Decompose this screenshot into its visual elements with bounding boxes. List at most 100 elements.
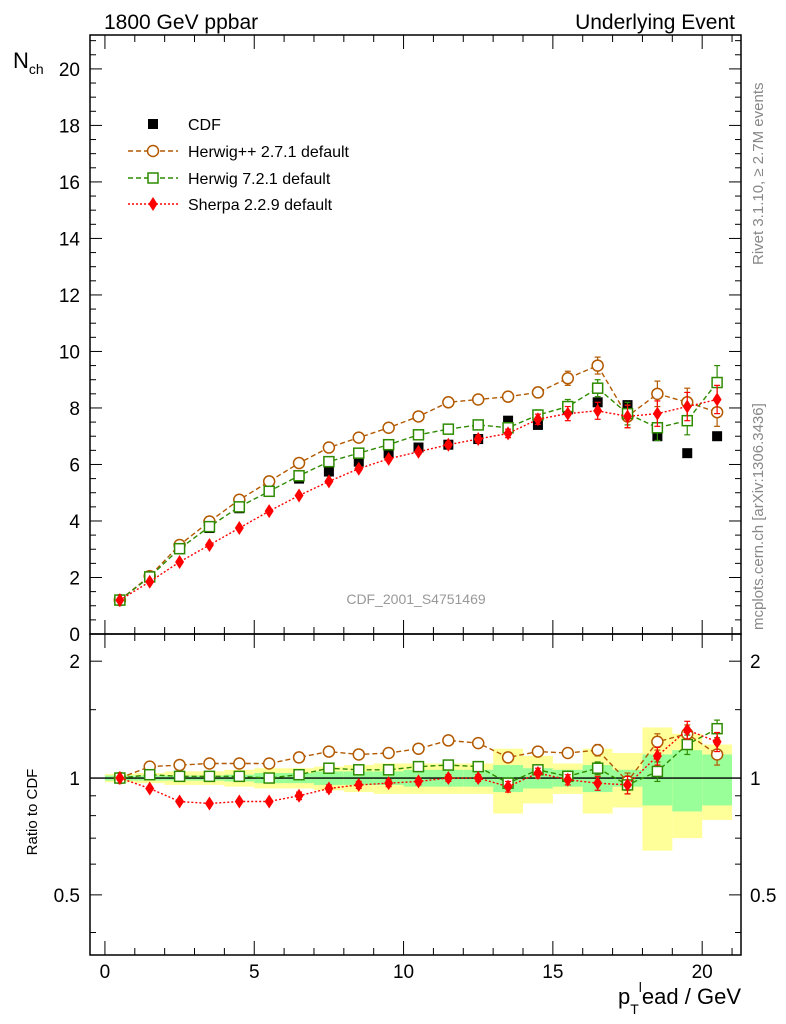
ratio-herwig7-point xyxy=(233,770,246,783)
ratio-sherpa-point xyxy=(264,794,274,809)
ratio-sherpa-point xyxy=(712,734,722,749)
main-herwig7-point xyxy=(442,423,455,435)
main-cdf-point xyxy=(712,431,723,442)
main-panel: 0 2 4 6 8 10 12 14 16 18 20 xyxy=(59,34,742,646)
ratio-herwigpp-point xyxy=(471,736,485,750)
main-y-tick-label: 12 xyxy=(59,286,80,307)
main-y-tick-label: 10 xyxy=(59,342,80,363)
ratio-sherpa-point xyxy=(652,748,662,763)
ratio-herwig7-point xyxy=(412,760,425,773)
main-herwig7-point xyxy=(472,419,484,431)
main-y-axis-label: Nch xyxy=(13,48,44,77)
ratio-sherpa-point xyxy=(473,771,483,786)
ratio-frame xyxy=(89,633,742,956)
ratio-sherpa-point xyxy=(115,771,125,786)
ratio-sherpa-point xyxy=(503,779,513,794)
main-sherpa-point xyxy=(473,432,483,447)
ratio-herwigpp-point xyxy=(561,746,575,760)
main-herwigpp-point xyxy=(412,410,425,423)
ratio-sherpa-point xyxy=(175,794,185,809)
main-sherpa-point xyxy=(145,574,155,589)
ratio-herwig7-point xyxy=(472,760,484,773)
main-herwig7-point xyxy=(293,470,305,482)
main-sherpa-point xyxy=(324,474,334,489)
main-sherpa-point xyxy=(443,437,453,452)
main-sherpa-point xyxy=(294,488,304,503)
legend-herwig7-marker xyxy=(147,172,159,184)
legend-herwigpp-marker xyxy=(146,144,160,158)
ratio-sherpa-point xyxy=(413,774,423,789)
ratio-herwig7-point xyxy=(203,770,216,783)
ratio-herwigpp-point xyxy=(531,745,545,758)
ratio-herwigpp-point xyxy=(233,757,246,770)
x-axis-label: pTlead / GeV xyxy=(618,979,741,1017)
ratio-y-tick-label: 2 xyxy=(69,652,80,673)
ratio-herwigpp-point xyxy=(442,734,455,747)
main-sherpa-point xyxy=(563,406,573,421)
ratio-herwig7-point xyxy=(591,762,604,774)
ratio-herwig7-point xyxy=(442,759,455,771)
ratio-sherpa-point xyxy=(443,771,453,786)
main-cdf-point xyxy=(682,448,693,459)
ratio-axes: 0 5 10 15 20 0.5 0.5 1 1 2 2 xyxy=(54,634,776,983)
ratio-sherpa-point xyxy=(294,788,304,803)
rivet-version-label: Rivet 3.1.10, ≥ 2.7M events xyxy=(750,83,767,266)
ratio-sherpa-point xyxy=(533,766,543,781)
ratio-herwig7-point xyxy=(651,765,664,778)
main-plot-area xyxy=(113,356,724,608)
main-y-tick-label: 18 xyxy=(59,116,80,137)
main-herwigpp-point xyxy=(591,359,604,372)
ratio-herwigpp-point xyxy=(352,748,366,761)
ratio-y-tick-label-right: 0.5 xyxy=(750,886,776,907)
ratio-sherpa-point xyxy=(623,777,633,792)
ratio-sherpa-point xyxy=(204,796,214,811)
main-herwigpp-point xyxy=(651,387,664,401)
ratio-herwigpp-line xyxy=(119,733,718,783)
legend: CDF Herwig++ 2.7.1 default Herwig 7.2.1 de… xyxy=(128,117,350,214)
ratio-sherpa-point xyxy=(145,781,155,796)
main-herwigpp-point xyxy=(501,390,515,403)
x-tick-label: 0 xyxy=(100,962,111,983)
main-cdf-point xyxy=(503,415,514,426)
main-sherpa-line xyxy=(119,398,718,601)
ratio-herwigpp-point xyxy=(173,758,186,772)
header-right-title: Underlying Event xyxy=(575,11,735,34)
main-herwigpp-point xyxy=(322,441,336,454)
main-cdf-point xyxy=(323,466,334,477)
main-sherpa-point xyxy=(175,554,185,569)
main-herwig7-point xyxy=(412,429,425,441)
legend-sherpa-marker xyxy=(148,197,158,211)
ratio-herwigpp-point xyxy=(322,745,336,758)
main-herwigpp-point xyxy=(262,475,276,488)
ratio-herwigpp-point xyxy=(262,757,276,770)
main-herwig7-point xyxy=(203,520,216,533)
x-tick-label: 15 xyxy=(542,962,563,983)
ratio-sherpa-point xyxy=(682,722,692,737)
analysis-watermark: CDF_2001_S4751469 xyxy=(346,591,486,607)
main-sherpa-point xyxy=(115,593,125,608)
ratio-band-green xyxy=(672,750,703,812)
main-herwig7-point xyxy=(323,455,335,468)
ratio-herwigpp-point xyxy=(651,735,664,749)
main-y-tick-label: 6 xyxy=(69,455,80,476)
main-sherpa-point xyxy=(652,406,662,421)
ratio-y-tick-label-right: 1 xyxy=(750,769,761,790)
main-herwig7-point xyxy=(233,501,246,513)
main-sherpa-point xyxy=(503,426,513,441)
ratio-sherpa-point xyxy=(563,772,573,787)
main-y-tick-label: 16 xyxy=(59,173,80,194)
ratio-herwig7-point xyxy=(681,738,693,751)
ratio-herwig7-point xyxy=(323,762,335,774)
main-sherpa-point xyxy=(354,461,364,476)
main-herwigpp-point xyxy=(382,421,395,434)
ratio-herwig7-point xyxy=(382,764,395,776)
main-herwig7-point xyxy=(353,447,365,459)
main-herwig7-point xyxy=(173,542,186,555)
ratio-herwigpp-point xyxy=(591,743,604,757)
main-herwig7-point xyxy=(591,382,604,394)
main-sherpa-point xyxy=(533,412,543,427)
main-herwig7-point xyxy=(382,438,395,451)
ratio-y-tick-label: 1 xyxy=(69,769,80,790)
main-sherpa-point xyxy=(413,444,423,459)
main-herwigpp-point xyxy=(352,431,366,444)
